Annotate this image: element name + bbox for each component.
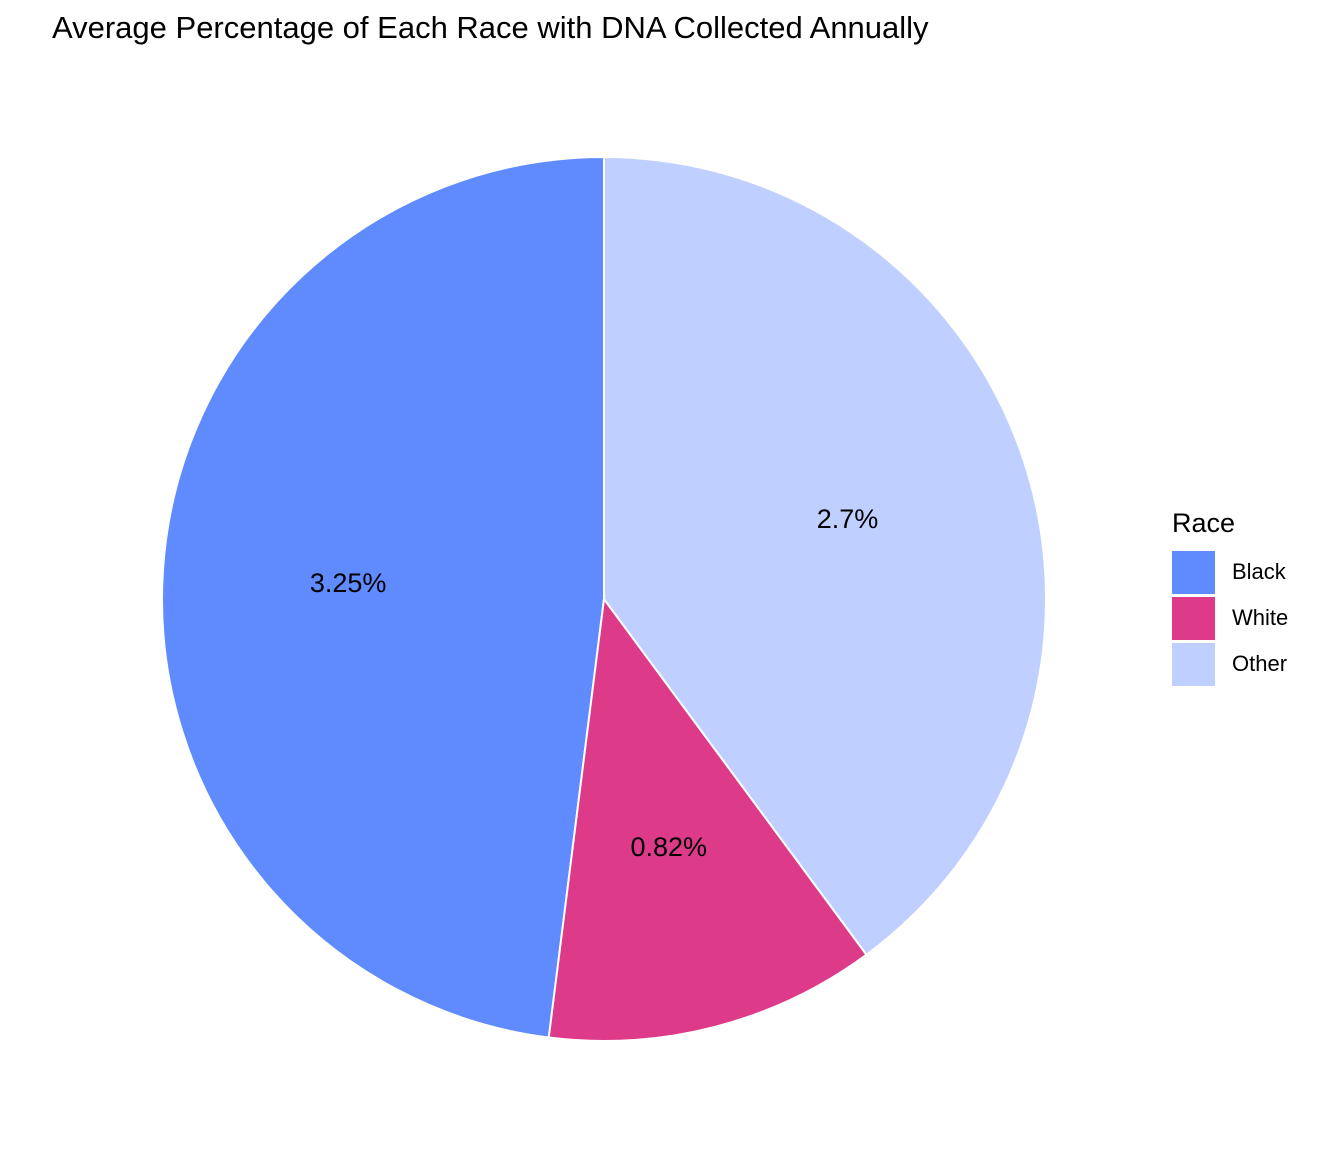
legend: Race Black White Other	[1172, 508, 1288, 687]
legend-item-other: Other	[1172, 641, 1288, 687]
slice-label-white: 0.82%	[630, 832, 707, 862]
legend-swatch-other	[1172, 642, 1215, 686]
pie-slice-other	[603, 155, 1047, 957]
pie-slice-white	[547, 596, 868, 1042]
legend-label-black: Black	[1232, 559, 1286, 584]
legend-label-white: White	[1232, 605, 1289, 630]
legend-item-white: White	[1172, 595, 1288, 641]
legend-title: Race	[1172, 508, 1236, 538]
slice-label-black: 3.25%	[310, 568, 387, 598]
chart-title: Average Percentage of Each Race with DNA…	[52, 10, 929, 45]
legend-swatch-black	[1172, 550, 1215, 594]
pie-slice-black	[160, 155, 605, 1039]
legend-item-black: Black	[1172, 549, 1288, 595]
slice-label-other: 2.7%	[817, 504, 879, 534]
legend-label-other: Other	[1232, 651, 1288, 676]
legend-swatch-white	[1172, 596, 1215, 640]
